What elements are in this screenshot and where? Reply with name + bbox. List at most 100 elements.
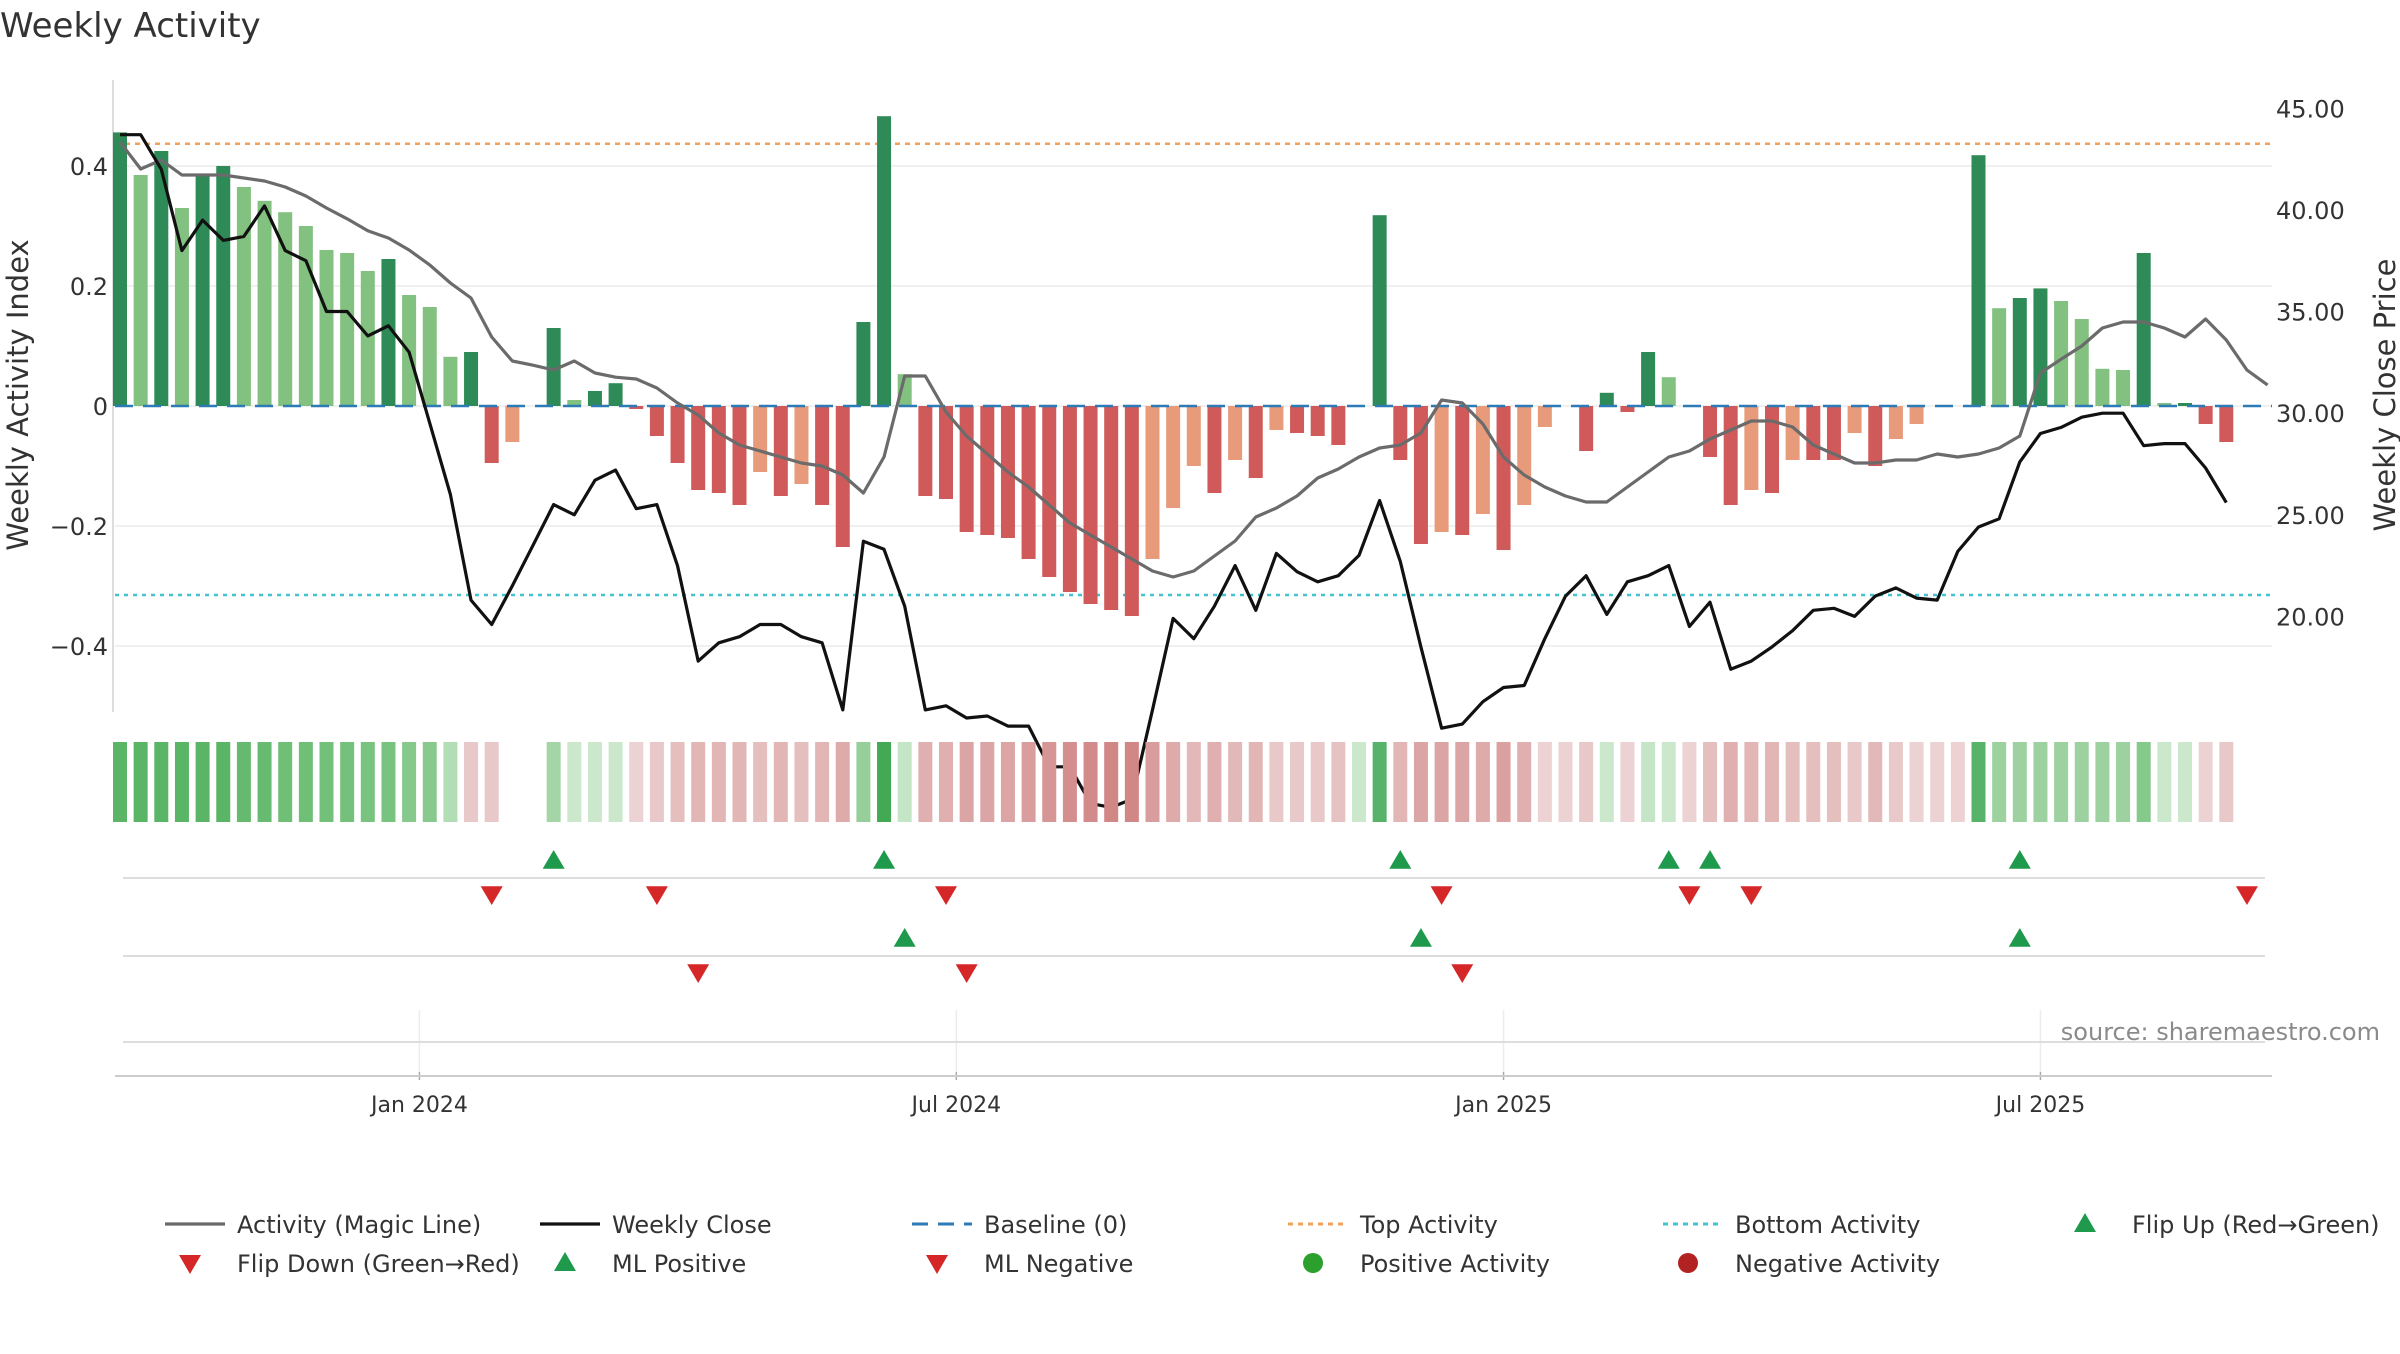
right-tick-label: 45.00 [2276, 95, 2345, 123]
heat-cell [1310, 742, 1325, 822]
heat-cell [505, 742, 520, 822]
heat-cell [257, 742, 272, 822]
heat-cell [1352, 742, 1366, 822]
heat-cell [794, 742, 809, 822]
right-tick-label: 25.00 [2276, 502, 2345, 530]
legend-label: Activity (Magic Line) [237, 1211, 481, 1239]
heat-cell [298, 742, 313, 822]
axis-labels: 0.4 0.2 0 −0.2 −0.4 45.00 40.00 35.00 30.00 25.00… [50, 95, 2345, 1118]
activity-bar [1207, 406, 1222, 493]
activity-bar [1310, 406, 1325, 436]
activity-bar [195, 175, 210, 406]
heat-cell [1290, 742, 1305, 822]
activity-bar [815, 406, 830, 505]
right-axis-label: Weekly Close Price [2368, 259, 2400, 532]
legend: Activity (Magic Line) Weekly Close Baselin… [165, 1211, 2380, 1278]
activity-bar [464, 352, 479, 406]
activity-bar [1248, 406, 1263, 478]
heat-cell [918, 742, 933, 822]
flip-down-marker [480, 886, 503, 905]
heat-cell [980, 742, 995, 822]
heat-cell [1682, 742, 1697, 822]
heat-cell [1888, 742, 1903, 822]
heat-cell [2198, 742, 2213, 822]
legend-circle-swatch [1303, 1253, 1323, 1273]
legend-item: Activity (Magic Line) [165, 1211, 481, 1239]
activity-bar [1475, 406, 1490, 514]
activity-bar [2095, 368, 2110, 406]
heat-cell [1599, 742, 1614, 822]
activity-bar [1393, 406, 1408, 460]
heat-cell [1971, 742, 1986, 822]
heat-cell [649, 742, 664, 822]
activity-bar [2136, 253, 2151, 406]
legend-item: Flip Down (Green→Red) [179, 1250, 520, 1278]
activity-bar [1517, 406, 1532, 505]
heat-cell [1083, 742, 1098, 822]
legend-item: Weekly Close [540, 1211, 772, 1239]
heat-cell [773, 742, 788, 822]
heat-cell [464, 742, 479, 822]
activity-bar [1971, 155, 1986, 406]
flip-down-marker [2235, 886, 2258, 905]
activity-bar [1124, 406, 1139, 616]
right-tick-label: 30.00 [2276, 400, 2345, 428]
heat-cell [732, 742, 747, 822]
activity-bar [1434, 406, 1449, 532]
heat-cell [319, 742, 334, 822]
ml-negative-marker [687, 964, 710, 983]
heat-cell [1826, 742, 1841, 822]
heat-cell [1847, 742, 1862, 822]
x-tick-label: Jan 2024 [369, 1093, 468, 1118]
right-tick-label: 35.00 [2276, 299, 2345, 327]
legend-label: Bottom Activity [1735, 1211, 1920, 1239]
activity-bar [2116, 370, 2131, 406]
activity-bar [587, 391, 602, 406]
heat-cell [670, 742, 685, 822]
flip-up-marker [873, 850, 896, 869]
heat-cell [216, 742, 231, 822]
activity-bar [1186, 406, 1201, 466]
heat-cell [1331, 742, 1346, 822]
activity-bar [1042, 406, 1057, 577]
legend-label: Negative Activity [1735, 1250, 1940, 1278]
heat-cell [1785, 742, 1800, 822]
weekly-close-series [120, 133, 2228, 810]
activity-bar [1455, 406, 1470, 535]
activity-bar [670, 406, 685, 463]
activity-bar [2178, 403, 2192, 406]
heat-cell [1248, 742, 1263, 822]
heat-cell [629, 742, 644, 822]
heat-cell [174, 742, 189, 822]
heat-cell [1207, 742, 1222, 822]
activity-bar [1269, 406, 1284, 430]
flip-down-marker [1740, 886, 1763, 905]
heat-cell [443, 742, 458, 822]
activity-bar [1083, 406, 1098, 604]
flip-up-marker [1389, 850, 1412, 869]
activity-bar [877, 116, 892, 406]
activity-bar [1021, 406, 1036, 559]
heat-cell [877, 742, 892, 822]
legend-label: Positive Activity [1360, 1250, 1550, 1278]
heat-cell [2116, 742, 2131, 822]
legend-item: Positive Activity [1303, 1250, 1550, 1278]
activity-bar [897, 374, 912, 406]
activity-bar [2012, 298, 2027, 406]
legend-item: Bottom Activity [1663, 1211, 1920, 1239]
activity-bar [257, 200, 272, 406]
activity-bar [2198, 406, 2213, 424]
activity-bar [340, 253, 355, 406]
ml-negative-marker [1451, 964, 1474, 983]
ml-positive-marker [1409, 928, 1432, 947]
heat-cell [1537, 742, 1552, 822]
activity-bar [1744, 406, 1759, 490]
heat-cell [2012, 742, 2027, 822]
activity-bar [381, 259, 396, 406]
activity-bar [1826, 406, 1841, 460]
activity-bar [2157, 403, 2172, 406]
left-tick-label: −0.4 [50, 633, 108, 661]
heat-cell [2033, 742, 2048, 822]
